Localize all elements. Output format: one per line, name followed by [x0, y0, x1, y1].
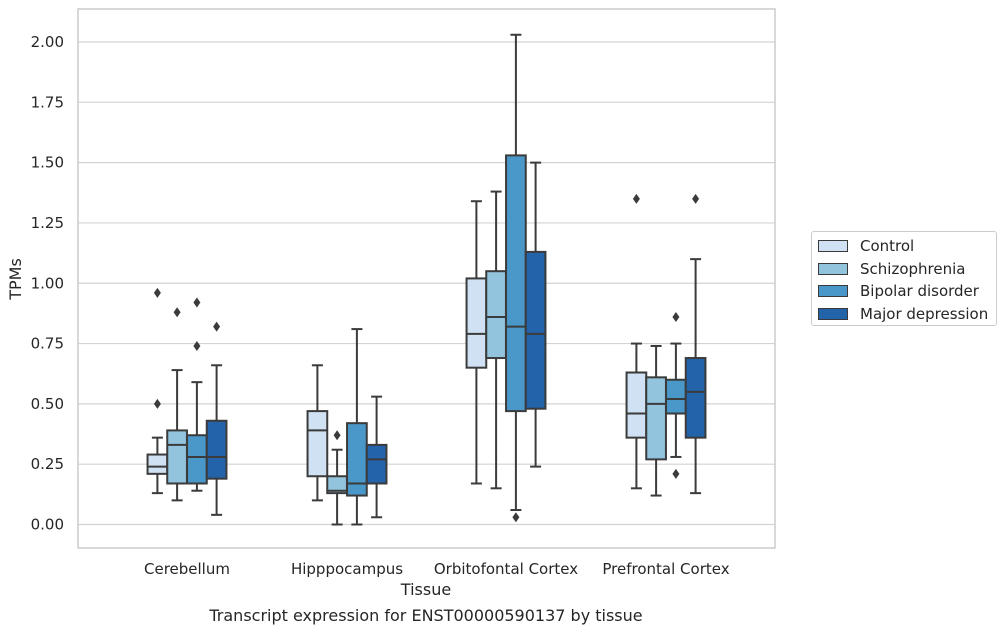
- legend-item: Schizophrenia: [818, 258, 965, 280]
- legend-label: Control: [860, 237, 915, 255]
- legend-item: Bipolar disorder: [818, 280, 979, 302]
- box-iqr: [505, 154, 527, 413]
- legend-label: Bipolar disorder: [860, 282, 979, 300]
- y-axis-ticks: 0.00 0.25 0.50 0.75 1.00 1.25 1.50 1.75 2.00: [31, 33, 64, 534]
- box-control: [625, 193, 648, 490]
- box-bipolar-disorder: [346, 328, 368, 526]
- box-control: [146, 287, 169, 495]
- legend-swatch: [818, 285, 848, 297]
- box-iqr: [524, 250, 547, 410]
- box-iqr: [485, 270, 507, 360]
- box-bipolar-disorder: [186, 297, 208, 492]
- box-iqr: [684, 357, 707, 439]
- legend-label: Schizophrenia: [860, 259, 966, 278]
- y-tick-label: 0.50: [31, 395, 64, 413]
- y-tick-label: 1.00: [31, 274, 64, 292]
- y-tick-label: 1.50: [31, 154, 64, 172]
- legend-item: Major depression: [818, 303, 988, 325]
- legend-label: Major depression: [860, 304, 989, 323]
- legend: Control Schizophrenia Bipolar disorder Majo…: [811, 231, 997, 326]
- legend-item: Control: [818, 235, 914, 257]
- box-major-depression: [205, 321, 228, 516]
- outlier-point: [692, 193, 700, 204]
- box-control: [465, 200, 488, 485]
- box-iqr: [186, 434, 208, 485]
- legend-swatch: [818, 307, 848, 320]
- box-series: [146, 33, 707, 526]
- outlier-point: [333, 430, 341, 441]
- y-tick-label: 0.25: [31, 455, 64, 473]
- y-tick-label: 1.25: [31, 214, 64, 232]
- outlier-point: [193, 340, 201, 351]
- x-axis-ticks: Cerebellum Hipppocampus Orbitofontal Corte…: [144, 560, 730, 578]
- y-tick-label: 1.75: [31, 93, 64, 111]
- outlier-point: [672, 468, 680, 479]
- outlier-point: [193, 297, 201, 308]
- box-major-depression: [365, 395, 388, 519]
- y-tick-label: 0.75: [31, 335, 64, 353]
- outlier-point: [153, 398, 161, 409]
- box-schizophrenia: [485, 190, 507, 490]
- box-iqr: [205, 419, 228, 480]
- box-major-depression: [684, 193, 707, 495]
- legend-swatch: [818, 262, 848, 275]
- outlier-point: [512, 512, 520, 523]
- box-iqr: [346, 422, 368, 497]
- outlier-point: [173, 307, 181, 318]
- x-tick-label: Orbitofontal Cortex: [434, 560, 578, 578]
- box-schizophrenia: [326, 430, 348, 526]
- box-iqr: [625, 371, 648, 439]
- x-tick-label: Cerebellum: [144, 560, 230, 578]
- box-iqr: [645, 376, 667, 461]
- y-axis-label: TPMs: [6, 258, 25, 301]
- x-tick-label: Hipppocampus: [291, 560, 403, 578]
- box-bipolar-disorder: [505, 33, 527, 523]
- box-control: [306, 364, 329, 502]
- box-bipolar-disorder: [665, 312, 687, 479]
- outlier-point: [632, 193, 640, 204]
- y-tick-label: 2.00: [31, 33, 64, 51]
- box-schizophrenia: [645, 344, 667, 497]
- box-iqr: [465, 277, 488, 369]
- box-iqr: [365, 443, 388, 485]
- box-iqr: [146, 453, 169, 475]
- box-major-depression: [524, 161, 547, 468]
- outlier-point: [213, 321, 221, 332]
- outlier-point: [153, 287, 161, 298]
- box-iqr: [665, 378, 687, 415]
- plot-frame: [77, 8, 776, 549]
- x-tick-label: Prefrontal Cortex: [602, 560, 729, 578]
- outlier-point: [672, 312, 680, 323]
- legend-swatch: [818, 240, 848, 252]
- box-iqr: [166, 429, 188, 485]
- box-iqr: [306, 410, 329, 478]
- y-tick-label: 0.00: [31, 516, 64, 534]
- box-schizophrenia: [166, 307, 188, 502]
- x-axis-label: Tissue: [400, 580, 451, 599]
- chart-caption: Transcript expression for ENST0000059013…: [209, 606, 643, 625]
